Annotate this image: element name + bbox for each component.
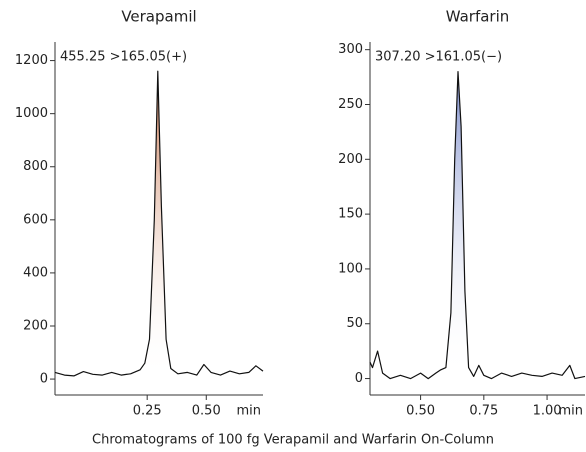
y-tick-label: 400	[23, 265, 48, 280]
panel-title: Verapamil	[121, 8, 196, 26]
annotation: 455.25 >165.05(+)	[60, 50, 187, 65]
y-tick-label: 0	[355, 371, 363, 386]
y-tick-label: 0	[40, 372, 48, 387]
trace	[369, 71, 586, 380]
x-tick-label: 0.25	[133, 404, 162, 419]
caption: Chromatograms of 100 fg Verapamil and Wa…	[92, 433, 494, 448]
y-tick-label: 800	[23, 159, 48, 174]
y-tick-label: 300	[338, 42, 363, 57]
y-tick-label: 1000	[15, 106, 48, 121]
y-tick-label: 50	[346, 316, 363, 331]
y-tick-label: 150	[338, 207, 363, 222]
y-tick-label: 200	[338, 152, 363, 167]
y-tick-label: 100	[338, 261, 363, 276]
y-tick-label: 200	[23, 318, 48, 333]
x-axis-label: min	[236, 404, 261, 419]
trace	[54, 70, 264, 377]
panel-title: Warfarin	[446, 8, 510, 26]
y-tick-label: 1200	[15, 53, 48, 68]
annotation: 307.20 >161.05(−)	[375, 50, 502, 65]
y-tick-label: 250	[338, 97, 363, 112]
x-tick-label: 0.50	[192, 404, 221, 419]
x-axis-label: min	[558, 404, 583, 419]
x-tick-label: 0.50	[406, 404, 435, 419]
x-tick-label: 1.00	[533, 404, 562, 419]
peak-fill	[370, 71, 585, 379]
y-tick-label: 600	[23, 212, 48, 227]
x-tick-label: 0.75	[469, 404, 498, 419]
peak-fill	[55, 71, 263, 380]
